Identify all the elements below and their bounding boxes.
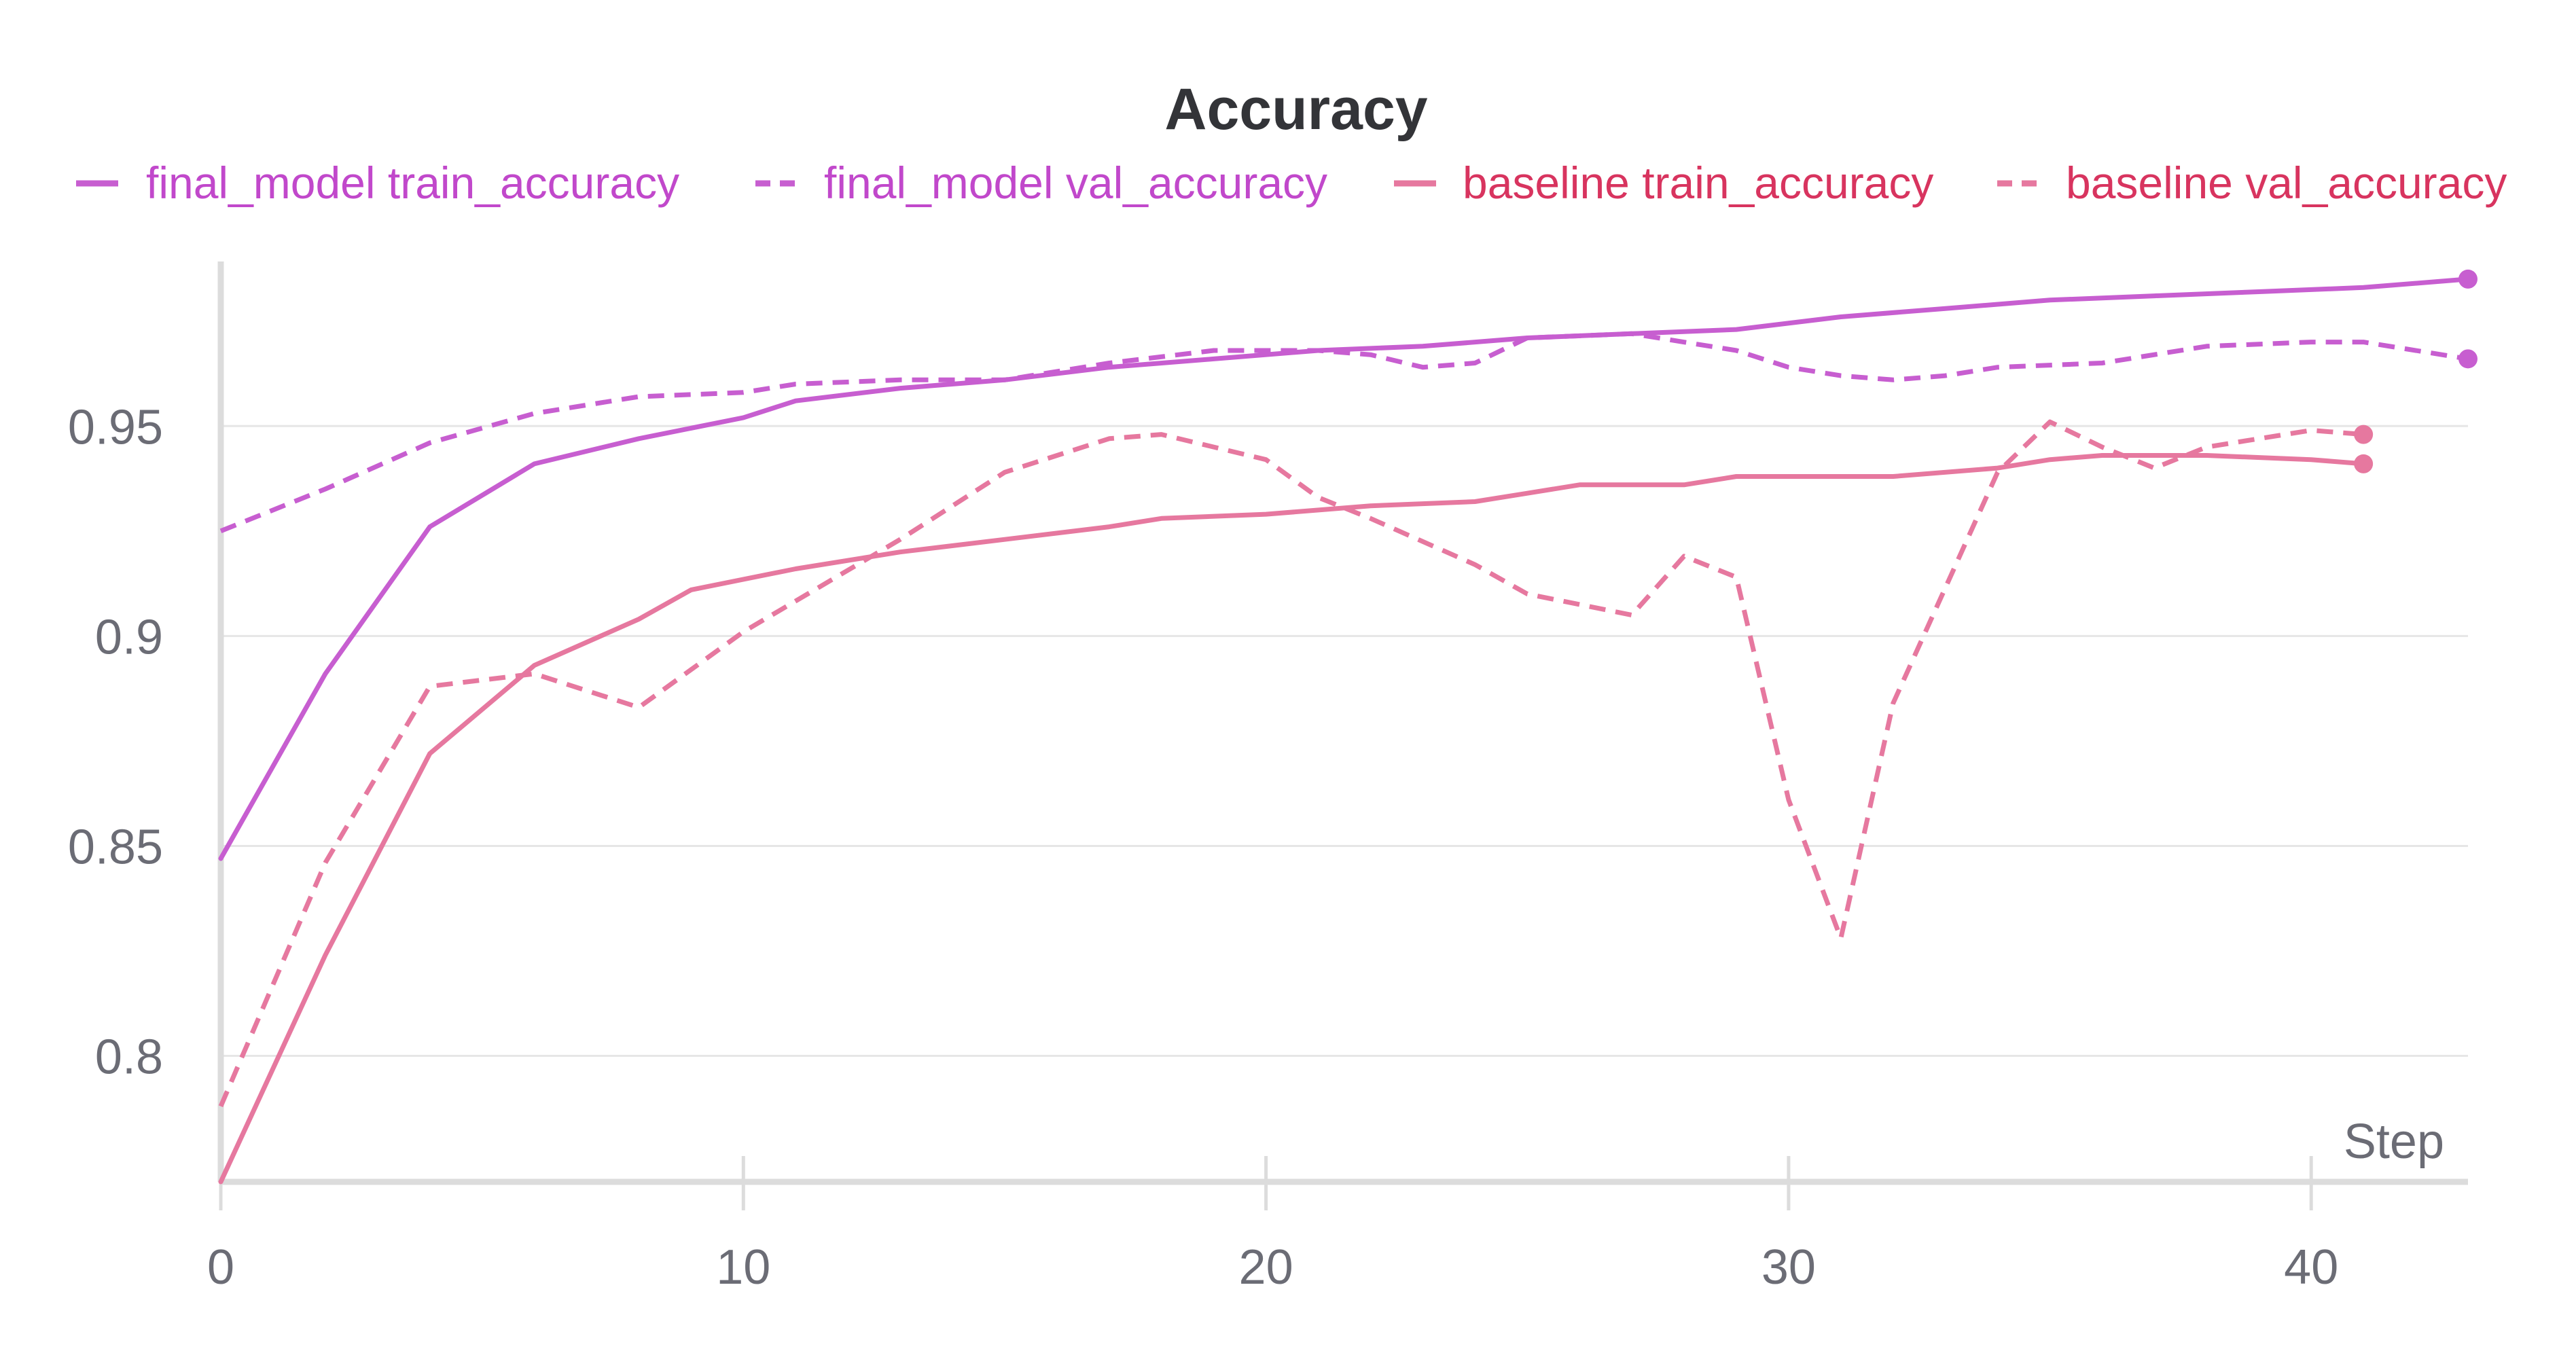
x-axis-label: Step [2344, 1115, 2444, 1169]
y-tick-label: 0.95 [68, 400, 163, 454]
x-tick-label: 40 [2284, 1240, 2338, 1295]
series-line-final-model-train-accuracy [218, 276, 2471, 861]
x-tick-label: 20 [1239, 1240, 1293, 1295]
legend-label: baseline train_accuracy [1463, 158, 1933, 208]
series-line-final-model-val-accuracy [219, 331, 2469, 534]
y-tick-label: 0.9 [95, 610, 163, 664]
x-tick-label: 10 [716, 1240, 770, 1295]
chart-title: Accuracy [1164, 77, 1427, 142]
x-tick-label: 30 [1761, 1240, 1816, 1295]
series-end-point [2354, 425, 2374, 444]
series-line-baseline-val-accuracy [218, 419, 2364, 1108]
y-tick-label: 0.85 [68, 820, 163, 874]
series-end-point [2354, 454, 2374, 473]
legend-label: final_model train_accuracy [146, 158, 679, 208]
legend-label: baseline val_accuracy [2066, 158, 2507, 208]
legend-label: final_model val_accuracy [824, 158, 1327, 208]
y-tick-label: 0.8 [95, 1030, 163, 1085]
series-end-point [2458, 269, 2477, 289]
series-end-point [2458, 349, 2477, 369]
x-tick-label: 0 [207, 1240, 234, 1295]
series-line-baseline-train-accuracy [218, 453, 2366, 1185]
